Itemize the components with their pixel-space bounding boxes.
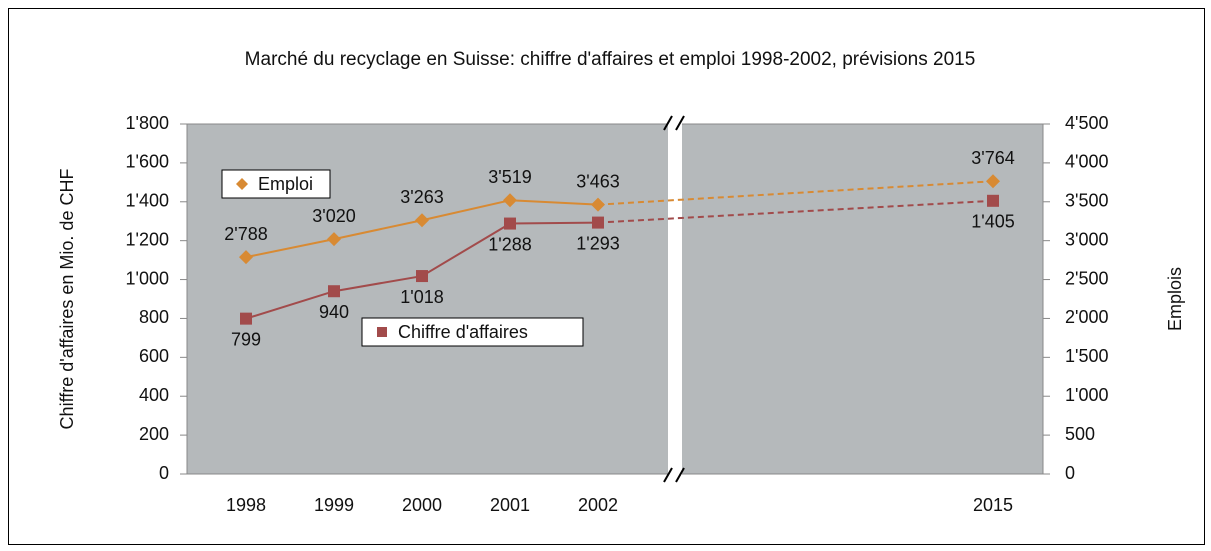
chart-title: Marché du recyclage en Suisse: chiffre d… <box>245 49 976 70</box>
y2-tick-label: 3'500 <box>1065 191 1108 211</box>
axis-break <box>668 118 682 480</box>
data-label: 3'463 <box>576 171 619 191</box>
y-tick-label: 1'600 <box>126 152 169 172</box>
legend-marker <box>236 178 248 190</box>
data-label: 940 <box>319 302 349 322</box>
y-tick-label: 1'200 <box>126 229 169 249</box>
legend-label: Chiffre d'affaires <box>398 322 528 342</box>
data-label: 1'405 <box>971 212 1014 232</box>
x-tick-label: 2001 <box>490 495 530 515</box>
y2-tick-label: 4'000 <box>1065 152 1108 172</box>
x-tick-label: 1998 <box>226 495 266 515</box>
y2-tick-label: 3'000 <box>1065 229 1108 249</box>
y2-axis-label: Emplois <box>1165 267 1185 331</box>
y2-tick-label: 2'500 <box>1065 268 1108 288</box>
forecast-line <box>597 180 994 206</box>
x-tick-label: 2002 <box>578 495 618 515</box>
y-tick-label: 400 <box>139 385 169 405</box>
marker <box>327 232 341 247</box>
legend-box <box>361 317 584 347</box>
marker <box>987 194 999 207</box>
break-marks <box>663 115 685 483</box>
marker <box>503 193 517 208</box>
marker <box>416 270 428 283</box>
data-label: 1'018 <box>400 287 443 307</box>
data-label: 3'020 <box>312 206 355 226</box>
y2-tick-label: 4'500 <box>1065 113 1108 133</box>
marker <box>415 213 429 228</box>
x-tick-label: 2015 <box>973 495 1013 515</box>
y-tick-label: 1'800 <box>126 113 169 133</box>
legend-marker <box>377 327 387 337</box>
data-label: 799 <box>231 329 261 349</box>
x-tick-label: 1999 <box>314 495 354 515</box>
marker <box>592 216 604 229</box>
y-tick-label: 1'400 <box>126 191 169 211</box>
marker <box>328 285 340 298</box>
y-tick-label: 800 <box>139 307 169 327</box>
data-label: 3'764 <box>971 148 1014 168</box>
data-label: 1'293 <box>576 233 619 253</box>
y-tick-label: 200 <box>139 424 169 444</box>
y2-tick-label: 0 <box>1065 463 1075 483</box>
forecast-line <box>597 199 994 224</box>
y-tick-label: 0 <box>159 463 169 483</box>
y-tick-label: 1'000 <box>126 268 169 288</box>
data-label: 2'788 <box>224 224 267 244</box>
marker <box>986 174 1000 189</box>
y2-tick-label: 2'000 <box>1065 307 1108 327</box>
marker <box>591 197 605 212</box>
marker <box>240 312 252 325</box>
y2-tick-label: 1'000 <box>1065 385 1108 405</box>
marker <box>504 217 516 230</box>
data-label: 1'288 <box>488 234 531 254</box>
data-label: 3'263 <box>400 187 443 207</box>
y-tick-label: 600 <box>139 346 169 366</box>
y-axis-label: Chiffre d'affaires en Mio. de CHF <box>57 169 77 430</box>
y2-tick-label: 1'500 <box>1065 346 1108 366</box>
x-tick-label: 2000 <box>402 495 442 515</box>
data-label: 3'519 <box>488 167 531 187</box>
legend-label: Emploi <box>258 174 313 194</box>
marker <box>239 250 253 265</box>
y2-tick-label: 500 <box>1065 424 1095 444</box>
